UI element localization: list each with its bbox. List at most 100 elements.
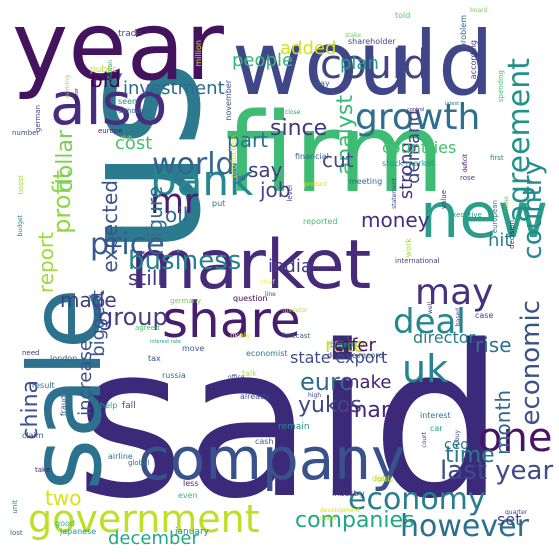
word-group: group xyxy=(98,303,168,331)
word-result: result xyxy=(32,381,55,390)
word-decision: decision xyxy=(508,220,516,249)
word-companies: companies xyxy=(295,508,415,533)
word-rose: rose xyxy=(460,174,475,182)
word-fell: fell xyxy=(235,174,246,182)
word-japanese: japanese xyxy=(60,527,97,536)
word-latest: latest xyxy=(445,101,460,107)
word-spending: spending xyxy=(497,70,505,103)
word-government: government xyxy=(28,497,260,541)
word-bank: bank xyxy=(150,156,254,205)
word-value: value xyxy=(440,190,448,210)
word-buy: buy xyxy=(454,430,461,442)
word-said: said xyxy=(75,300,505,545)
word-investment: investment xyxy=(123,78,225,99)
word-oil: oil xyxy=(165,203,189,227)
word-told: told xyxy=(395,11,411,20)
word-rate: rate xyxy=(325,333,366,357)
word-hit: hit xyxy=(488,230,512,251)
word-sector: sector xyxy=(74,88,80,104)
word-well: well xyxy=(427,302,434,314)
word-germany: germany xyxy=(170,297,202,305)
word-industry: industry xyxy=(332,489,365,498)
word-record: record xyxy=(358,351,384,360)
word-remain: remain xyxy=(278,422,310,432)
word-rise: rise xyxy=(475,333,512,357)
word-million: million xyxy=(194,40,203,67)
word-people: people xyxy=(232,50,294,71)
word-russia: russia xyxy=(162,371,186,380)
word-offer: offer xyxy=(334,335,376,356)
word-financial: financial xyxy=(295,152,329,161)
word-share: share xyxy=(162,291,301,349)
word-november: november xyxy=(224,80,233,121)
word-plan: plan xyxy=(340,53,379,74)
word-investor: investor xyxy=(283,307,308,314)
word-may: may xyxy=(415,272,494,313)
word-office: office xyxy=(228,374,245,381)
word-growth: growth xyxy=(355,97,481,138)
word-report: report xyxy=(34,232,58,294)
word-director: director xyxy=(413,328,476,347)
word-fraud: fraud xyxy=(59,395,68,417)
word-firm: firm xyxy=(225,89,445,217)
word-expected: expected xyxy=(98,180,122,273)
word-month: month xyxy=(491,390,515,455)
word-already: already xyxy=(240,392,270,401)
word-based: based xyxy=(455,308,462,327)
word-ceo: ceo xyxy=(444,437,469,453)
word-many: many xyxy=(346,398,408,423)
word-also: also xyxy=(50,70,168,138)
word-statement: statement xyxy=(391,178,398,209)
word-year: year xyxy=(12,0,224,102)
word-lost: lost xyxy=(10,529,23,537)
word-come: come xyxy=(503,196,510,213)
word-good: good xyxy=(55,519,75,528)
word-even: even xyxy=(178,491,198,500)
word-case: case xyxy=(475,311,494,320)
word-interest: interest xyxy=(420,411,451,420)
word-boost: boost xyxy=(17,175,25,195)
word-agreed: agreed xyxy=(135,324,160,332)
word-future: future xyxy=(375,477,394,484)
word-major: major xyxy=(320,515,338,522)
word-european: european xyxy=(491,200,499,234)
word-time: time xyxy=(445,443,495,468)
word-board: board xyxy=(470,7,488,14)
word-since: since xyxy=(270,116,328,141)
word-help: help xyxy=(100,401,118,410)
word-india: india xyxy=(268,256,312,277)
word-deficit: deficit xyxy=(462,154,469,173)
word-airline: airline xyxy=(108,452,133,461)
word-mr: mr xyxy=(150,182,199,222)
word-country: country xyxy=(518,160,548,260)
word-december: december xyxy=(108,528,199,549)
word-close: close xyxy=(285,109,301,116)
word-unit: unit xyxy=(11,500,19,514)
word-club: club xyxy=(120,135,133,142)
word-bid: bid xyxy=(90,68,121,92)
word-europe: europe xyxy=(98,127,123,135)
word-debt: debt xyxy=(372,474,391,483)
word-control: control xyxy=(407,107,425,113)
word-trade: trade xyxy=(118,29,142,39)
word-according: according xyxy=(469,40,478,80)
word-project: project xyxy=(330,341,355,349)
word-interest-rate: interest rate xyxy=(150,339,181,345)
word-reported: reported xyxy=(303,217,338,226)
word-state-export: state export xyxy=(290,348,388,367)
word-high: high xyxy=(308,392,322,399)
word-world: world xyxy=(152,147,235,182)
word-dollar: dollar xyxy=(53,130,78,193)
word-market: market xyxy=(130,226,372,305)
word-move: move xyxy=(182,344,205,353)
word-day: day xyxy=(315,79,330,88)
word-uk: uk xyxy=(402,347,449,391)
word-public: public xyxy=(90,65,118,75)
word-work: work xyxy=(404,238,413,258)
word-number: number xyxy=(12,129,40,137)
word-seen: seen xyxy=(118,97,138,106)
word-quarter: quarter xyxy=(505,509,528,516)
word-cut: cut xyxy=(322,148,354,172)
word-job: job xyxy=(260,178,291,202)
word-earning: earning xyxy=(64,75,71,98)
